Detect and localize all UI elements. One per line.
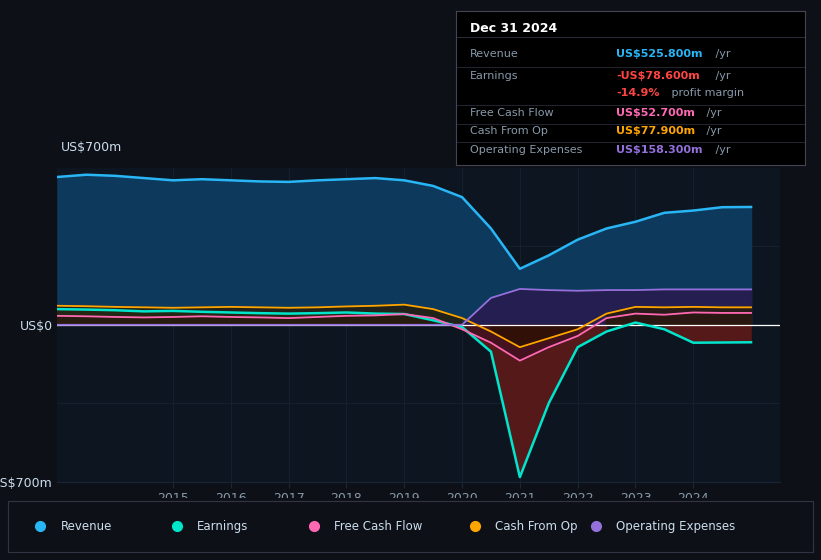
Text: Earnings: Earnings [470, 71, 518, 81]
Text: /yr: /yr [712, 49, 731, 59]
Text: US$158.300m: US$158.300m [616, 145, 703, 155]
Text: Cash From Op: Cash From Op [495, 520, 577, 533]
Text: Operating Expenses: Operating Expenses [470, 145, 582, 155]
Text: -14.9%: -14.9% [616, 88, 659, 98]
Text: -US$78.600m: -US$78.600m [616, 71, 700, 81]
Text: /yr: /yr [712, 145, 731, 155]
Text: /yr: /yr [704, 108, 722, 118]
Text: US$525.800m: US$525.800m [616, 49, 703, 59]
Text: Free Cash Flow: Free Cash Flow [470, 108, 553, 118]
Text: Earnings: Earnings [197, 520, 249, 533]
Text: profit margin: profit margin [668, 88, 745, 98]
Text: Free Cash Flow: Free Cash Flow [334, 520, 423, 533]
Text: Revenue: Revenue [470, 49, 518, 59]
Text: US$77.900m: US$77.900m [616, 127, 695, 136]
Text: Revenue: Revenue [61, 520, 112, 533]
Text: /yr: /yr [704, 127, 722, 136]
Text: /yr: /yr [712, 71, 731, 81]
Text: Dec 31 2024: Dec 31 2024 [470, 22, 557, 35]
Text: Cash From Op: Cash From Op [470, 127, 548, 136]
Text: US$700m: US$700m [61, 141, 122, 154]
Text: Operating Expenses: Operating Expenses [616, 520, 735, 533]
Text: US$52.700m: US$52.700m [616, 108, 695, 118]
